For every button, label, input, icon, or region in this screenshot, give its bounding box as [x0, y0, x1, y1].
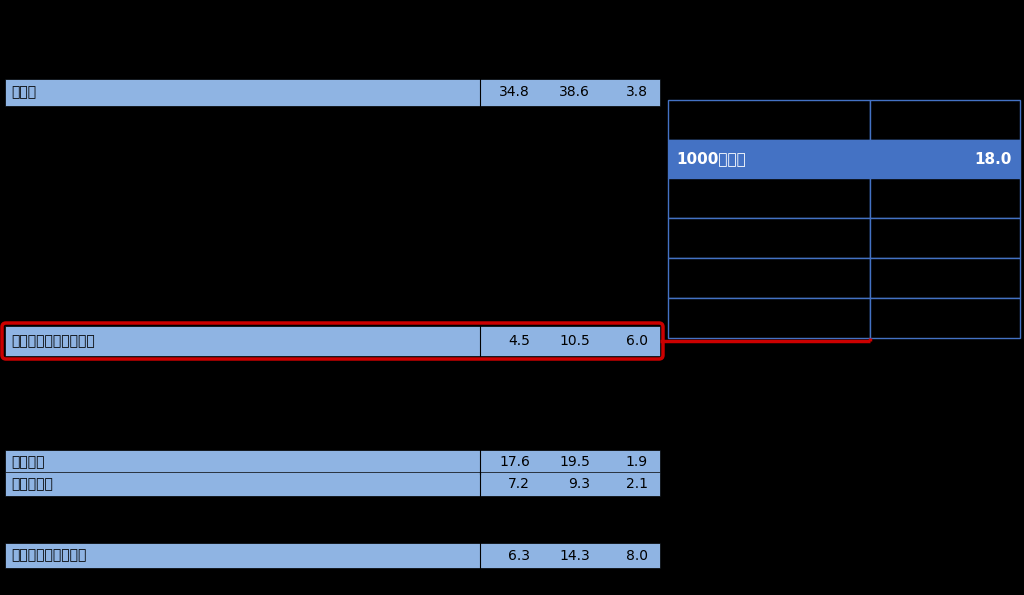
- Text: 3.8: 3.8: [626, 86, 648, 99]
- Text: 2.1: 2.1: [626, 477, 648, 491]
- Bar: [870, 178, 1020, 218]
- Bar: [5, 472, 660, 496]
- Bar: [668, 258, 870, 298]
- Bar: [668, 218, 870, 258]
- Text: 14.3: 14.3: [559, 549, 590, 562]
- Text: 職場旅行: 職場旅行: [11, 455, 44, 469]
- Text: 7.2: 7.2: [508, 477, 530, 491]
- Text: 18.0: 18.0: [975, 152, 1012, 167]
- Text: 1.9: 1.9: [626, 455, 648, 469]
- Text: 19.5: 19.5: [559, 455, 590, 469]
- Text: 共済会: 共済会: [11, 86, 36, 99]
- Text: 17.6: 17.6: [499, 455, 530, 469]
- Bar: [5, 79, 660, 106]
- Text: 4.5: 4.5: [508, 334, 530, 348]
- Text: 9.3: 9.3: [568, 477, 590, 491]
- Bar: [870, 218, 1020, 258]
- Text: 1000名以上: 1000名以上: [676, 152, 745, 167]
- Text: 長期障害所得補償保険: 長期障害所得補償保険: [11, 334, 95, 348]
- Bar: [668, 298, 870, 338]
- Bar: [870, 298, 1020, 338]
- Bar: [870, 100, 1020, 140]
- Text: 社内達動会: 社内達動会: [11, 477, 53, 491]
- Bar: [668, 140, 870, 178]
- Text: 6.0: 6.0: [626, 334, 648, 348]
- Text: 8.0: 8.0: [626, 549, 648, 562]
- Text: 6.3: 6.3: [508, 549, 530, 562]
- Bar: [5, 450, 660, 474]
- Text: 34.8: 34.8: [500, 86, 530, 99]
- Bar: [870, 258, 1020, 298]
- Text: 10.5: 10.5: [559, 334, 590, 348]
- Bar: [668, 100, 870, 140]
- Bar: [668, 178, 870, 218]
- Bar: [5, 543, 660, 568]
- Bar: [870, 140, 1020, 178]
- Bar: [5, 326, 660, 356]
- Text: カフェテリアプラン: カフェテリアプラン: [11, 549, 86, 562]
- Text: 38.6: 38.6: [559, 86, 590, 99]
